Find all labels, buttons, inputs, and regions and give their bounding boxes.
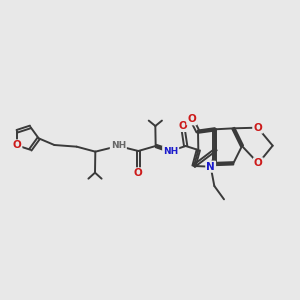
Text: N: N [206,162,215,172]
Text: NH: NH [111,142,126,151]
Text: O: O [253,123,262,133]
Text: NH: NH [163,146,178,155]
Text: O: O [178,121,187,131]
Text: O: O [254,158,263,168]
Polygon shape [156,145,171,152]
Text: O: O [134,168,143,178]
Text: O: O [13,140,21,150]
Text: O: O [187,114,196,124]
